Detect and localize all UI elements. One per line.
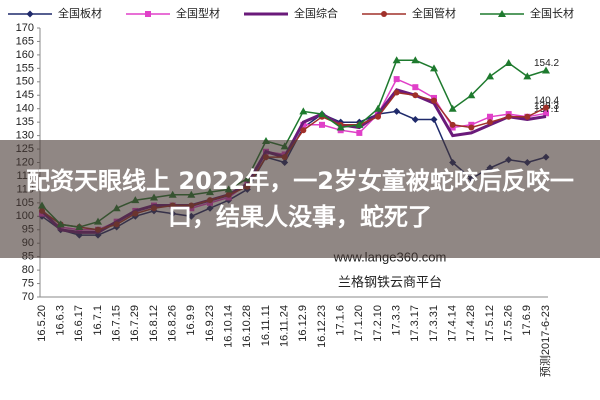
x-tick-label: 16.7.29 <box>129 305 141 342</box>
marker <box>392 56 401 64</box>
legend-marker <box>498 10 506 17</box>
marker <box>523 72 532 80</box>
legend-label: 全国管材 <box>412 6 456 20</box>
marker <box>487 113 493 120</box>
y-tick-label: 80 <box>22 264 34 276</box>
x-tick-label: 17.5.12 <box>484 305 496 342</box>
x-tick-label: 16.6.3 <box>55 305 67 336</box>
x-tick-label: 17.5.26 <box>503 305 515 342</box>
marker <box>487 119 493 126</box>
x-tick-label: 16.7.1 <box>92 305 104 336</box>
x-tick-label: 16.12.9 <box>297 305 309 342</box>
legend-label: 全国型材 <box>176 6 220 20</box>
marker <box>431 97 437 104</box>
x-tick-label: 17.1.20 <box>353 305 365 342</box>
marker <box>430 64 438 72</box>
value-label: 154.2 <box>534 58 559 69</box>
x-tick-label: 16.8.12 <box>148 305 160 342</box>
marker <box>393 107 401 115</box>
y-tick-label: 70 <box>22 291 34 303</box>
marker <box>393 76 400 83</box>
marker <box>318 110 326 118</box>
y-tick-label: 155 <box>16 62 34 74</box>
legend-label: 全国板材 <box>58 6 102 20</box>
marker <box>543 110 549 117</box>
x-tick-label: 16.9.9 <box>185 305 197 336</box>
legend-marker <box>26 10 34 18</box>
x-tick-label: 16.10.28 <box>241 305 253 348</box>
legend-marker <box>145 11 151 17</box>
marker <box>486 72 494 80</box>
x-tick-label: 16.11.24 <box>279 305 291 347</box>
marker <box>319 121 325 128</box>
marker <box>411 115 419 123</box>
marker <box>504 58 513 66</box>
marker <box>411 56 420 64</box>
marker <box>524 113 531 120</box>
x-tick-label: 16.11.11 <box>260 305 272 346</box>
marker <box>430 115 438 123</box>
marker <box>449 121 456 128</box>
marker <box>300 127 307 134</box>
y-tick-label: 75 <box>22 277 34 289</box>
x-tick-label: 17.1.6 <box>335 305 347 336</box>
x-tick-label: 16.5.20 <box>36 305 48 342</box>
value-label: 140.4 <box>534 95 559 106</box>
marker <box>375 113 381 120</box>
marker <box>355 120 364 128</box>
marker <box>412 92 419 99</box>
marker <box>374 104 382 112</box>
x-tick-label: 预测2017-6-23 <box>539 305 552 377</box>
y-tick-label: 135 <box>16 116 34 128</box>
marker <box>467 91 476 99</box>
marker <box>393 89 400 96</box>
x-tick-label: 17.3.3 <box>391 305 403 336</box>
x-tick-label: 16.8.26 <box>167 305 179 342</box>
x-tick-label: 17.4.14 <box>447 305 459 342</box>
y-tick-label: 130 <box>16 130 34 142</box>
x-tick-label: 16.6.17 <box>73 305 85 342</box>
watermark: 兰格钢铁云商平台 <box>338 274 442 289</box>
headline: 配资天眼线上 2022年，一2岁女童被蛇咬后反咬一口，结果人没事，蛇死了 <box>26 167 574 231</box>
marker <box>542 66 550 74</box>
legend-label: 全国综合 <box>294 6 338 20</box>
y-tick-label: 170 <box>16 22 34 34</box>
marker <box>412 84 419 91</box>
x-tick-label: 17.4.28 <box>465 305 477 342</box>
marker <box>336 123 345 131</box>
banner: 配资天眼线上 2022年，一2岁女童被蛇咬后反咬一口，结果人没事，蛇死了 <box>0 140 600 258</box>
y-tick-label: 145 <box>16 89 34 101</box>
marker <box>468 124 475 131</box>
x-tick-label: 16.12.23 <box>316 305 328 348</box>
x-tick-label: 17.6.9 <box>521 305 533 336</box>
x-tick-label: 16.7.15 <box>111 305 123 342</box>
x-tick-label: 17.3.31 <box>428 305 440 342</box>
marker <box>543 104 549 111</box>
y-tick-label: 165 <box>16 35 34 47</box>
y-tick-label: 140 <box>16 103 34 115</box>
x-tick-label: 16.9.23 <box>204 305 216 342</box>
legend-label: 全国长材 <box>530 6 574 20</box>
legend-marker <box>381 11 387 17</box>
marker <box>299 107 308 115</box>
x-tick-label: 17.2.10 <box>372 305 384 342</box>
marker <box>448 104 457 112</box>
y-tick-label: 160 <box>16 49 34 61</box>
marker <box>356 129 363 136</box>
x-tick-label: 17.3.17 <box>409 305 421 342</box>
x-tick-label: 16.10.14 <box>223 305 235 348</box>
y-tick-label: 150 <box>16 76 34 88</box>
marker <box>505 113 512 120</box>
